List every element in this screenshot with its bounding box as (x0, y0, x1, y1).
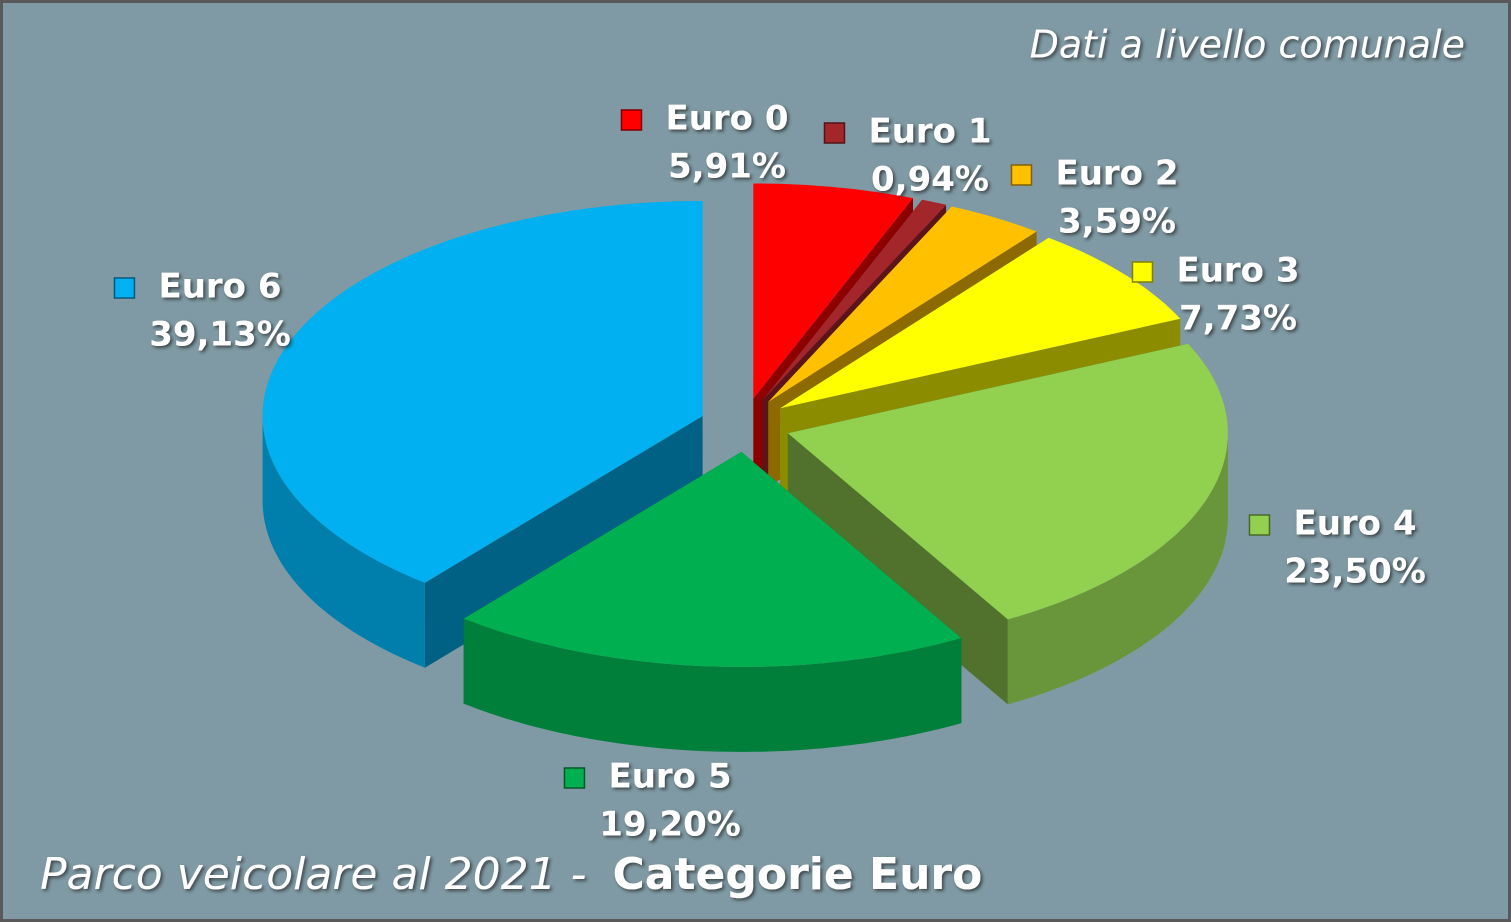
legend-marker (563, 767, 586, 789)
slice (753, 183, 913, 399)
slice (262, 201, 703, 583)
legend-marker (1131, 261, 1154, 283)
pie (262, 183, 1228, 752)
chart-title: Parco veicolare al 2021 - Categorie Euro (40, 849, 982, 900)
legend-marker (1010, 164, 1033, 186)
data-label: 3,59% (1058, 202, 1176, 242)
legend-label: Euro 1 (868, 112, 991, 152)
slice-side (463, 618, 962, 752)
legend-label: Euro 2 (1055, 154, 1178, 194)
legend-marker (113, 277, 136, 299)
chart-subtitle: Dati a livello comunale (1030, 23, 1465, 67)
data-label: 19,20% (599, 805, 741, 845)
legend-label: Euro 5 (608, 757, 731, 797)
data-label: 23,50% (1284, 552, 1426, 592)
legend-marker (823, 122, 846, 144)
slice (463, 451, 962, 667)
data-label: 7,73% (1179, 299, 1297, 339)
slice (762, 199, 947, 401)
legend-label: Euro 3 (1176, 251, 1299, 291)
legend-marker (620, 109, 643, 131)
legend-label: Euro 0 (665, 99, 788, 139)
title-part: Categorie Euro (612, 849, 982, 900)
legend-label: Euro 4 (1293, 504, 1416, 544)
labels: Euro 0 5,91% Euro 1 0,94% Euro 2 3,59%Euro 3 7… (113, 99, 1426, 845)
data-label: 39,13% (149, 315, 291, 355)
legend-label: Euro 6 (158, 267, 281, 307)
slice (780, 237, 1181, 409)
title-part: Parco veicolare al 2021 - (40, 849, 586, 900)
slice-side (1007, 433, 1228, 705)
data-label: 0,94% (871, 160, 989, 200)
slice (768, 206, 1037, 402)
slice-side (262, 416, 425, 668)
legend-marker (1248, 514, 1271, 536)
slice (787, 343, 1228, 620)
data-label: 5,91% (668, 147, 786, 187)
